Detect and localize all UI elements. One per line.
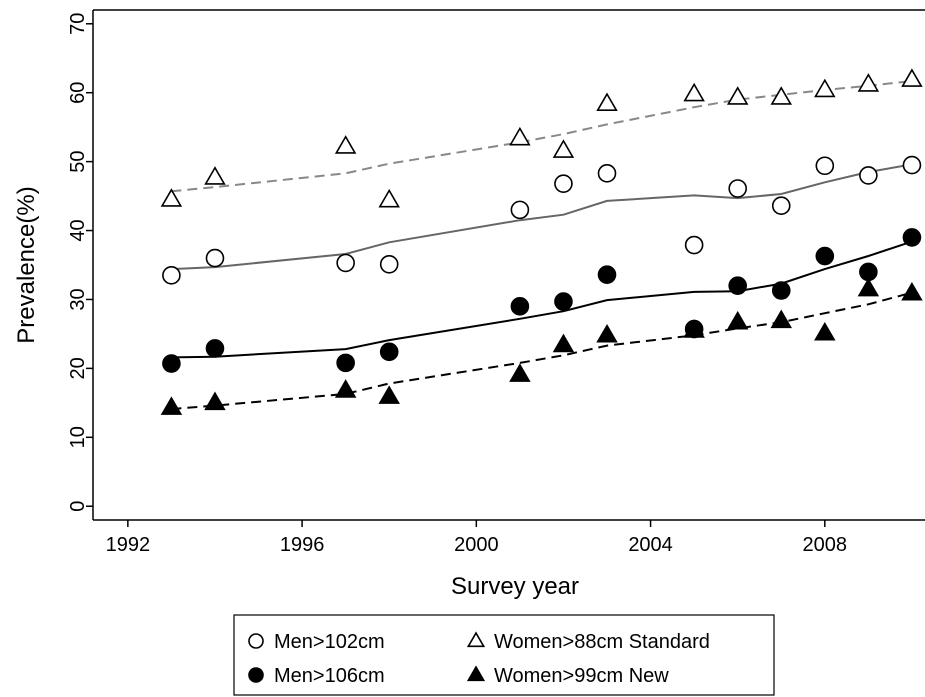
data-point-s1	[162, 266, 181, 285]
x-tick-label: 2008	[803, 534, 848, 556]
data-point-s3	[379, 342, 399, 362]
data-point-s2	[552, 139, 575, 158]
legend-marker	[466, 631, 486, 648]
legend-label: Men>106cm	[274, 665, 385, 687]
data-point-s1	[597, 164, 617, 183]
data-point-s3	[902, 228, 922, 247]
data-markers	[160, 68, 923, 415]
legend: Men>102cm Women>88cm Standard Men>106cm Wom…	[233, 614, 775, 696]
y-tick-label: 10	[67, 426, 89, 448]
y-tick-label: 70	[67, 13, 89, 35]
data-point-s3	[510, 297, 530, 316]
legend-label: Women>88cm Standard	[494, 631, 710, 653]
trend-line-1	[171, 163, 913, 271]
y-tick-label: 30	[67, 288, 89, 310]
data-point-s2	[204, 166, 226, 185]
data-point-s2	[596, 92, 618, 111]
legend-marker	[466, 665, 486, 682]
data-point-s2	[683, 82, 705, 102]
data-point-s4	[160, 396, 183, 415]
y-tick-label: 50	[67, 150, 89, 172]
data-point-s3	[728, 276, 747, 295]
data-point-s2	[770, 86, 792, 105]
y-tick-label: 0	[67, 501, 89, 512]
data-point-s3	[336, 353, 355, 373]
data-point-s3	[205, 339, 225, 358]
legend-box	[233, 614, 775, 696]
data-point-s1	[336, 253, 355, 273]
data-point-s2	[814, 78, 836, 98]
data-point-s1	[859, 166, 878, 185]
trend-line-2	[171, 80, 913, 193]
data-point-s2	[901, 68, 923, 87]
axes: 0 10 20 30 40 50 60 70 1992 1996 2000 2004 2008	[67, 9, 925, 556]
data-point-s3	[554, 292, 573, 311]
data-point-s2	[334, 135, 357, 154]
legend-label: Women>99cm New	[494, 665, 669, 687]
data-point-s2	[857, 73, 880, 92]
data-point-s2	[378, 188, 400, 208]
x-axis-title: Survey year	[451, 573, 579, 600]
data-point-s1	[815, 156, 835, 176]
data-point-s3	[771, 281, 791, 300]
y-tick-label: 60	[67, 82, 89, 104]
trend-lines	[171, 80, 913, 410]
data-point-s1	[379, 255, 399, 274]
data-point-s4	[770, 309, 792, 329]
legend-marker	[248, 667, 264, 683]
data-point-s4	[901, 281, 923, 301]
x-tick-label: 1996	[280, 534, 325, 556]
data-point-s2	[726, 86, 749, 105]
data-point-s1	[771, 196, 791, 216]
y-tick-label: 20	[67, 357, 89, 379]
data-point-s3	[815, 246, 835, 266]
data-point-s4	[596, 324, 618, 343]
data-point-s1	[902, 155, 922, 175]
data-point-s4	[378, 385, 400, 404]
data-point-s4	[204, 391, 226, 411]
data-point-s3	[162, 354, 181, 373]
y-tick-label: 40	[67, 219, 89, 241]
trend-line-3	[171, 240, 913, 359]
data-point-s4	[552, 333, 575, 353]
data-point-s1	[510, 200, 530, 220]
data-point-s4	[857, 277, 880, 297]
data-point-s4	[509, 363, 531, 382]
data-point-s1	[554, 174, 573, 193]
data-point-s1	[684, 235, 704, 255]
data-point-s2	[160, 188, 183, 207]
data-point-s2	[509, 126, 531, 146]
x-tick-label: 2004	[628, 534, 673, 556]
data-point-s4	[726, 310, 749, 330]
trend-line-4	[171, 291, 913, 410]
data-point-s4	[683, 319, 705, 338]
data-point-s4	[814, 321, 836, 341]
y-axis-title: Prevalence(%)	[13, 186, 40, 343]
x-tick-label: 1992	[106, 534, 151, 556]
data-point-s3	[597, 265, 617, 284]
x-tick-label: 2000	[454, 534, 499, 556]
legend-marker	[248, 633, 264, 649]
data-point-s1	[728, 179, 747, 198]
data-point-s1	[205, 248, 225, 268]
data-point-s4	[334, 379, 357, 398]
legend-label: Men>102cm	[274, 631, 385, 653]
